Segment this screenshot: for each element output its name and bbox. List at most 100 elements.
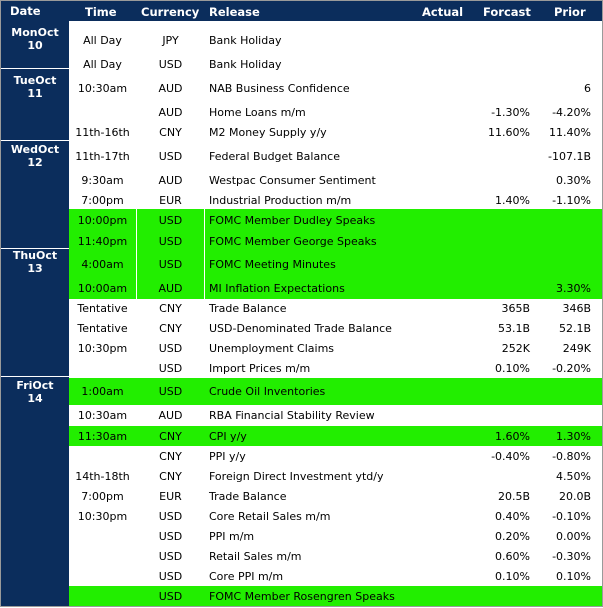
row-release: FOMC Member Rosengren Speaks (209, 589, 395, 603)
row-prior: 0.10% (556, 569, 591, 583)
table-row: 7:00pm EUR Industrial Production m/m 1.4… (69, 189, 602, 211)
row-prior: 249K (562, 341, 591, 355)
row-forecast: 20.5B (497, 489, 530, 503)
row-prior: 346B (562, 301, 591, 315)
row-time (69, 446, 136, 466)
row-currency: AUD (158, 281, 183, 295)
row-forecast: -1.30% (491, 105, 530, 119)
date-day-number: 10 (27, 39, 43, 52)
header-prior: Prior (554, 5, 586, 19)
row-time: 1:00am (81, 385, 124, 398)
row-release: USD-Denominated Trade Balance (209, 321, 392, 335)
row-release: CPI y/y (209, 429, 247, 443)
row-currency: USD (158, 234, 183, 248)
row-prior: 4.50% (556, 469, 591, 483)
row-prior: 1.30% (556, 429, 591, 443)
row-currency: CNY (159, 469, 182, 483)
row-forecast (469, 209, 530, 231)
row-forecast (469, 169, 530, 191)
row-release: Home Loans m/m (209, 105, 306, 119)
row-prior (531, 586, 591, 606)
row-release: Core Retail Sales m/m (209, 509, 331, 523)
row-currency: USD (158, 529, 183, 543)
date-day-label: MonOct (11, 26, 59, 39)
date-day-label: WedOct (10, 143, 60, 156)
row-release: Trade Balance (209, 301, 287, 315)
row-time: 11:40pm (77, 234, 128, 248)
date-day-label: TueOct (13, 74, 57, 87)
row-time: Tentative (77, 321, 128, 335)
row-forecast (469, 231, 530, 251)
date-day-number: 12 (27, 156, 43, 169)
date-cell-tue: TueOct 11 (1, 69, 69, 141)
row-prior: 3.30% (556, 281, 591, 295)
row-time: 11th-16th (75, 125, 130, 139)
row-time: 4:00am (81, 257, 124, 271)
table-row: All Day JPY Bank Holiday (69, 29, 602, 51)
row-prior: 6 (584, 81, 591, 95)
row-prior (531, 251, 591, 277)
row-release: Industrial Production m/m (209, 193, 352, 207)
row-forecast: 365B (501, 301, 530, 315)
row-release: Foreign Direct Investment ytd/y (209, 469, 384, 483)
row-forecast (469, 29, 530, 51)
row-forecast: 1.40% (495, 193, 530, 207)
row-time: 14th-18th (75, 469, 130, 483)
row-release: MI Inflation Expectations (209, 281, 345, 295)
row-currency: JPY (162, 33, 179, 47)
row-currency: USD (158, 385, 183, 398)
table-row-highlighted: 4:00am USD FOMC Meeting Minutes (69, 251, 602, 277)
row-time (69, 586, 136, 606)
table-row: USD Import Prices m/m 0.10% -0.20% (69, 358, 602, 378)
row-prior (531, 209, 591, 231)
row-release: PPI m/m (209, 529, 255, 543)
row-release: Retail Sales m/m (209, 549, 302, 563)
row-release: M2 Money Supply y/y (209, 125, 327, 139)
row-forecast (469, 251, 530, 277)
row-currency: EUR (159, 193, 182, 207)
row-currency: USD (158, 149, 183, 163)
row-time: 10:30pm (77, 341, 128, 355)
row-release: Core PPI m/m (209, 569, 284, 583)
row-prior: 52.1B (558, 321, 591, 335)
header-date: Date (10, 4, 41, 18)
row-currency: CNY (159, 125, 182, 139)
row-time: 11th-17th (75, 149, 130, 163)
row-release: FOMC Member Dudley Speaks (209, 213, 376, 227)
row-time: 7:00pm (81, 489, 124, 503)
table-row-highlighted: 11:40pm USD FOMC Member George Speaks (69, 231, 602, 251)
row-forecast (469, 53, 530, 75)
date-cell-mon: MonOct 10 (1, 21, 69, 69)
table-row: USD Core PPI m/m 0.10% 0.10% (69, 566, 602, 586)
table-row: 7:00pm EUR Trade Balance 20.5B 20.0B (69, 486, 602, 506)
row-forecast: 11.60% (488, 125, 530, 139)
row-forecast: 0.10% (495, 361, 530, 375)
row-time: 10:30pm (77, 509, 128, 523)
row-release: FOMC Member George Speaks (209, 234, 377, 248)
row-forecast (469, 277, 530, 299)
row-forecast: 252K (501, 341, 530, 355)
header-forecast: Forcast (483, 5, 531, 19)
date-day-number: 11 (27, 87, 43, 100)
table-row: 11th-16th CNY M2 Money Supply y/y 11.60%… (69, 121, 602, 143)
row-prior: 11.40% (549, 125, 591, 139)
row-currency: AUD (158, 173, 183, 187)
row-time (69, 358, 136, 378)
table-row-highlighted: 1:00am USD Crude Oil Inventories (69, 378, 602, 405)
row-currency: AUD (158, 409, 183, 422)
row-currency: USD (158, 549, 183, 563)
table-row: 14th-18th CNY Foreign Direct Investment … (69, 466, 602, 486)
row-time: 11:30am (77, 429, 128, 443)
date-day-number: 14 (27, 392, 43, 405)
date-cell-fri: FriOct 14 (1, 377, 69, 606)
row-forecast (469, 466, 530, 486)
row-forecast: 0.20% (495, 529, 530, 543)
row-time: 10:30am (77, 81, 128, 95)
row-currency: USD (158, 257, 183, 271)
date-cell-thu: ThuOct 13 (1, 249, 69, 377)
row-currency: USD (158, 509, 183, 523)
row-forecast: 0.10% (495, 569, 530, 583)
row-currency: AUD (158, 81, 183, 95)
table-row: 10:30pm USD Core Retail Sales m/m 0.40% … (69, 506, 602, 526)
row-release: Unemployment Claims (209, 341, 335, 355)
